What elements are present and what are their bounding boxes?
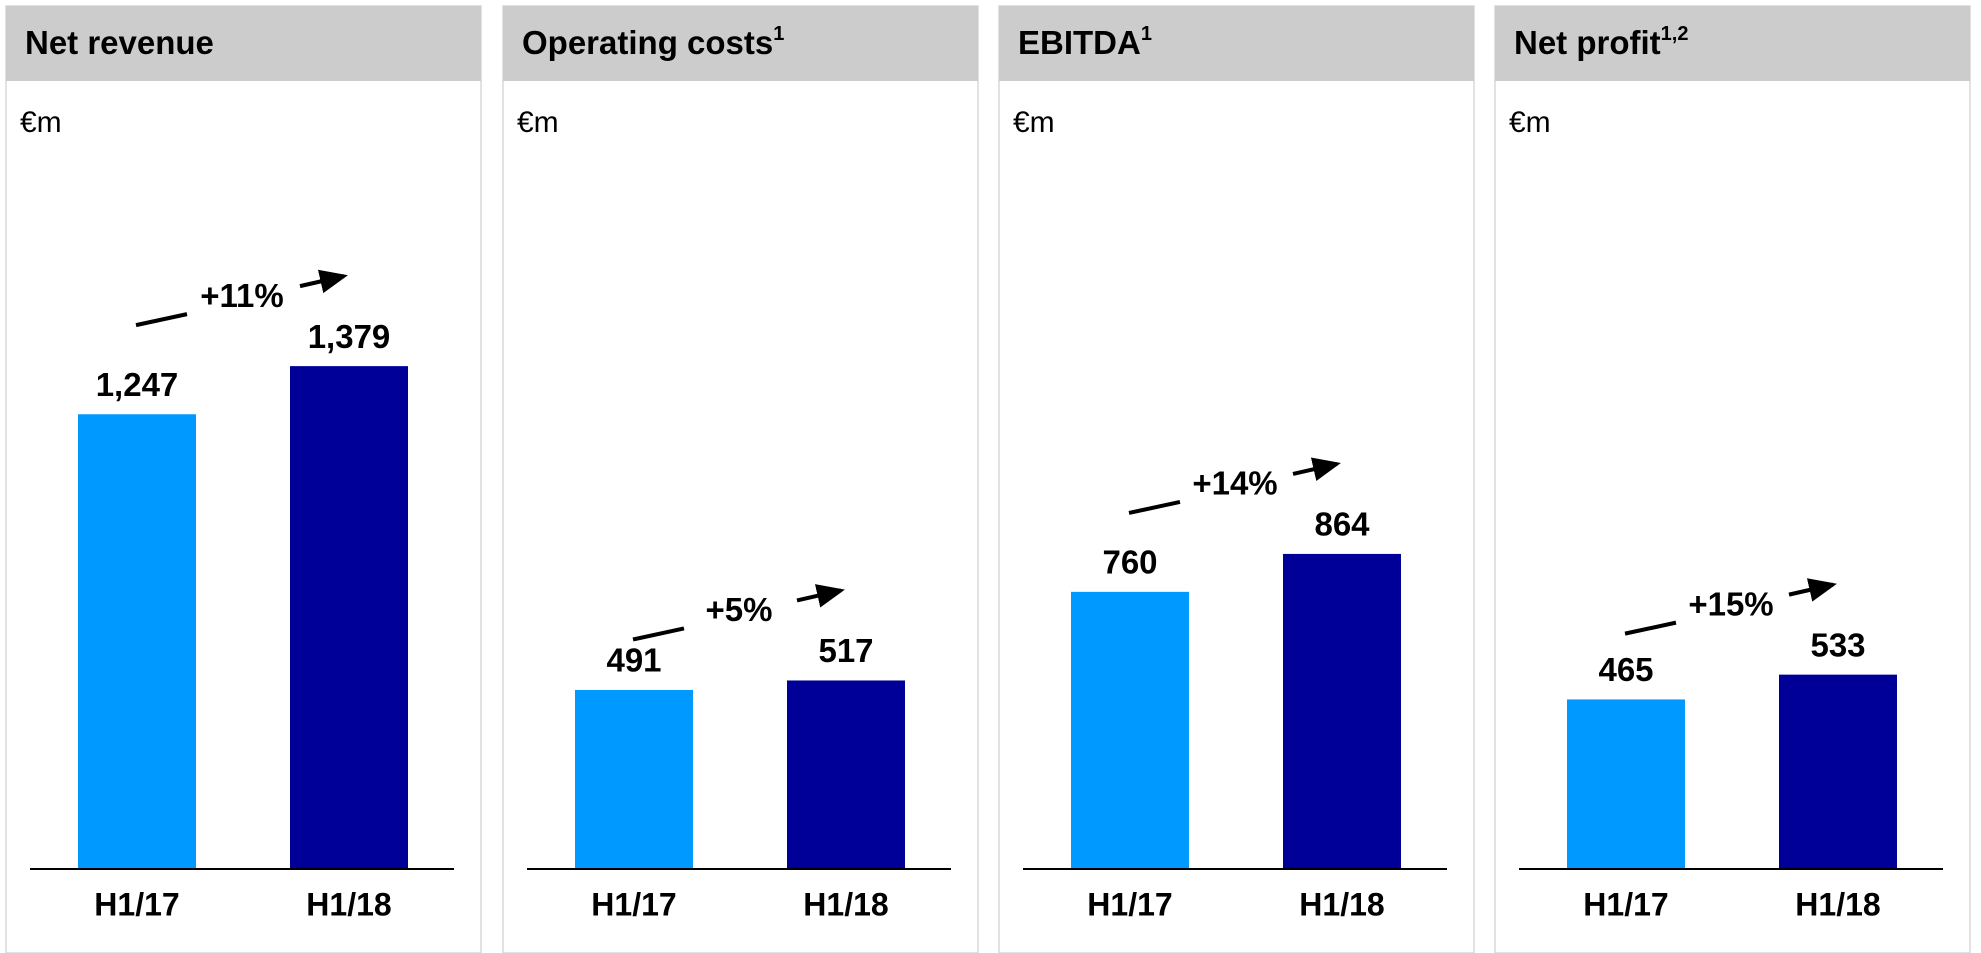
title-text: Net profit — [1514, 24, 1661, 61]
unit-label: €m — [1013, 106, 1055, 139]
x-tick-label: H1/17 — [1583, 886, 1668, 922]
growth-annotation: +5% — [706, 591, 773, 628]
x-tick-label: H1/17 — [591, 886, 676, 922]
panel-title: Operating costs1 — [522, 23, 784, 60]
title-footnote: 1 — [773, 23, 784, 45]
panel-title: Net revenue — [25, 24, 214, 61]
panel — [1494, 5, 1971, 953]
bar — [1779, 674, 1897, 869]
growth-arrow — [1292, 457, 1341, 481]
growth-line — [1624, 620, 1677, 636]
growth-line — [1128, 499, 1181, 515]
value-label: 517 — [818, 632, 873, 669]
value-label: 1,247 — [96, 366, 179, 403]
x-tick-label: H1/18 — [1795, 886, 1880, 922]
bar — [290, 366, 408, 869]
growth-annotation: +15% — [1688, 585, 1773, 622]
bar — [78, 414, 196, 869]
title-text: EBITDA — [1018, 24, 1141, 61]
panel-title: Net profit1,2 — [1514, 23, 1688, 60]
value-label: 533 — [1810, 626, 1865, 663]
growth-arrow — [299, 269, 348, 294]
unit-label: €m — [1509, 106, 1551, 139]
panel-header — [1495, 6, 1970, 81]
bar — [1567, 699, 1685, 869]
x-tick-label: H1/18 — [803, 886, 888, 922]
growth-annotation: +11% — [200, 277, 284, 314]
value-label: 1,379 — [308, 318, 391, 355]
growth-arrow — [796, 584, 845, 608]
unit-label: €m — [517, 106, 559, 139]
bar — [575, 689, 693, 869]
title-footnote: 1,2 — [1661, 23, 1689, 45]
title-text: Operating costs — [522, 24, 773, 61]
panel-header — [503, 6, 978, 81]
x-tick-label: H1/18 — [1299, 886, 1384, 922]
value-label: 491 — [606, 642, 661, 679]
panel — [5, 5, 482, 953]
value-label: 465 — [1598, 651, 1653, 688]
x-tick-label: H1/17 — [1087, 886, 1172, 922]
growth-annotation: +14% — [1192, 465, 1277, 502]
title-footnote: 1 — [1141, 23, 1152, 45]
growth-arrow — [1788, 578, 1837, 602]
title-text: Net revenue — [25, 24, 214, 61]
growth-line — [135, 312, 188, 328]
panel — [502, 5, 979, 953]
panel-header — [6, 6, 481, 81]
bar — [1283, 553, 1401, 869]
value-label: 760 — [1102, 544, 1157, 581]
growth-line — [632, 626, 685, 642]
panel-title: EBITDA1 — [1018, 23, 1152, 60]
x-tick-label: H1/17 — [94, 886, 179, 922]
panel-header — [999, 6, 1474, 81]
x-tick-label: H1/18 — [306, 886, 391, 922]
unit-label: €m — [20, 106, 62, 139]
bar — [1071, 591, 1189, 869]
value-label: 864 — [1314, 506, 1370, 543]
bar — [787, 680, 905, 869]
